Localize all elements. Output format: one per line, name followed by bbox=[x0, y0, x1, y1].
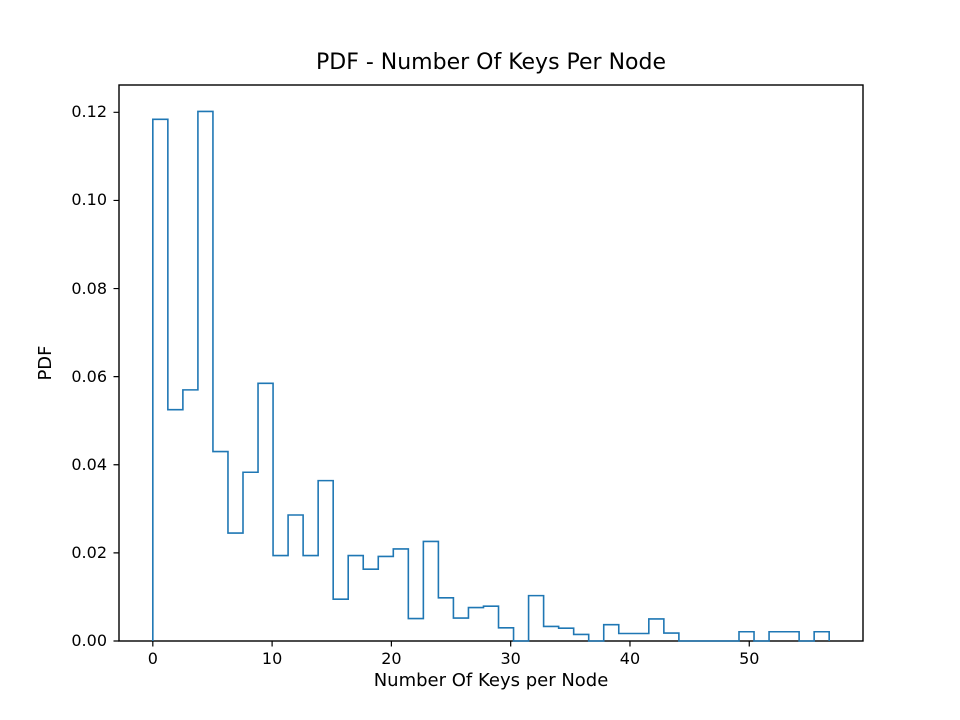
y-tick-label: 0.12 bbox=[71, 102, 107, 122]
y-tick-label: 0.10 bbox=[71, 190, 107, 210]
x-tick-label: 20 bbox=[381, 649, 402, 668]
x-tick-label: 30 bbox=[500, 649, 521, 668]
y-tick-label: 0.08 bbox=[71, 278, 107, 298]
axes-spines bbox=[118, 84, 864, 642]
x-tick-label: 0 bbox=[147, 649, 158, 668]
y-tick-label: 0.06 bbox=[71, 366, 107, 386]
chart-title: PDF - Number Of Keys Per Node bbox=[315, 50, 667, 75]
tick-marks bbox=[113, 111, 750, 647]
x-axis-label: Number Of Keys per Node bbox=[373, 670, 609, 691]
y-axis-label: PDF bbox=[35, 345, 56, 381]
x-tick-label: 50 bbox=[739, 649, 760, 668]
y-tick-label: 0.02 bbox=[71, 542, 107, 562]
y-tick-label: 0.00 bbox=[71, 631, 107, 650]
y-tick-label: 0.04 bbox=[71, 454, 107, 474]
x-tick-label: 10 bbox=[261, 649, 283, 668]
x-tick-label: 40 bbox=[619, 649, 641, 668]
histogram-step-line bbox=[152, 110, 830, 642]
